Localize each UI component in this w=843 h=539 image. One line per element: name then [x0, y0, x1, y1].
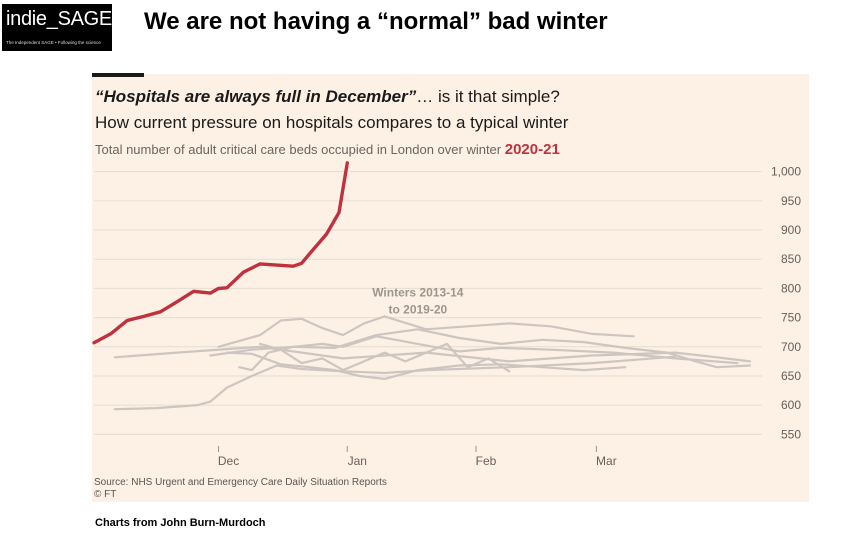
copyright-text: © FT [94, 489, 117, 500]
y-tick-label: 800 [781, 281, 801, 295]
chart-description: Total number of adult critical care beds… [95, 141, 560, 158]
y-tick-label: 950 [781, 194, 801, 208]
logo-text: indie_SAGE [6, 8, 112, 30]
series-line-2013-14 [113, 345, 752, 363]
series-line-2014-15 [113, 355, 677, 411]
series-line-2020-21 [92, 161, 349, 345]
chart-subtitle: How current pressure on hospitals compar… [95, 113, 569, 132]
x-tick-label: Dec [218, 454, 239, 468]
series-line-2015-16 [217, 315, 635, 348]
x-tick-label: Feb [476, 454, 497, 468]
y-tick-label: 850 [781, 252, 801, 266]
lead-quote: “Hospitals are always full in December” [95, 87, 417, 106]
chart-credit: Charts from John Burn-Murdoch [95, 517, 266, 529]
ft-accent-bar [92, 73, 144, 77]
series-line-2017-18 [238, 335, 739, 372]
chart-source: Source: NHS Urgent and Emergency Care Da… [94, 477, 387, 501]
y-tick-label: 900 [781, 223, 801, 237]
y-tick-label: 550 [781, 427, 801, 441]
y-tick-label: 750 [781, 311, 801, 325]
lead-rest: … is it that simple? [416, 87, 560, 106]
page-headline: We are not having a “normal” bad winter [144, 8, 608, 35]
source-text: Source: NHS Urgent and Emergency Care Da… [94, 477, 387, 488]
y-tick-label: 700 [781, 340, 801, 354]
chart-lead-question: “Hospitals are always full in December”…… [95, 87, 560, 107]
series-line-2018-19 [225, 351, 627, 380]
annotation-label: Winters 2013-14 [372, 285, 464, 299]
y-tick-label: 600 [781, 398, 801, 412]
y-tick-label: 650 [781, 369, 801, 383]
series-line-2019-20 [259, 342, 511, 373]
indie-sage-logo: indie_SAGE The Independent SAGE • Follow… [2, 4, 112, 51]
description-text: Total number of adult critical care beds… [95, 142, 502, 157]
x-tick-label: Mar [596, 454, 617, 468]
annotation-label: to 2019-20 [388, 302, 447, 316]
x-tick-label: Jan [348, 454, 367, 468]
y-tick-label: 1,000 [771, 165, 801, 179]
logo-tagline: The Independent SAGE • Following the sci… [6, 40, 101, 45]
highlight-season-label: 2020-21 [504, 141, 560, 158]
